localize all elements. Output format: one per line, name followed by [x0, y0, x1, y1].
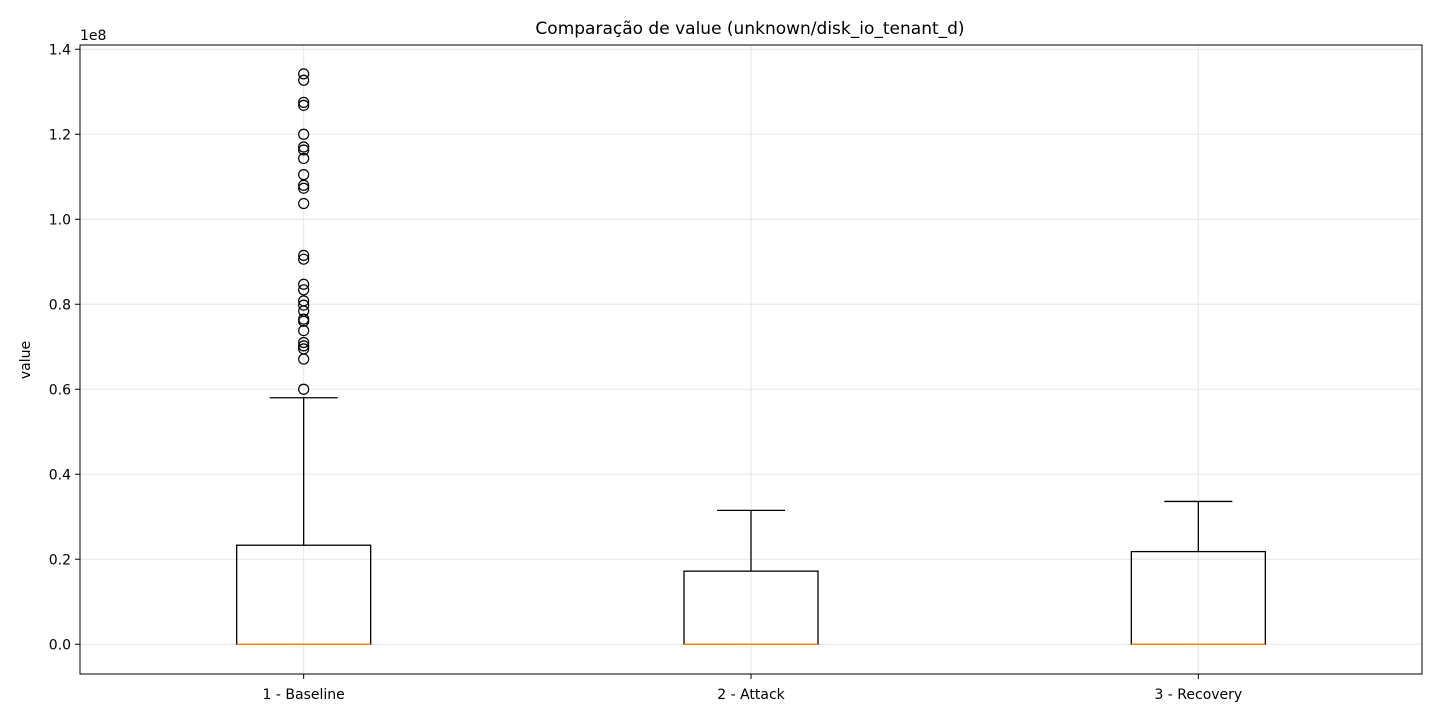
outlier-point — [298, 197, 310, 210]
x-tick-label: 2 - Attack — [717, 687, 785, 703]
y-tick-label: 1.4 — [49, 42, 71, 58]
x-tick-label: 1 - Baseline — [263, 687, 345, 703]
outlier-point — [298, 299, 310, 311]
y-tick-label: 1.0 — [49, 212, 71, 228]
y-tick-label: 0.6 — [49, 382, 71, 398]
outlier-point — [298, 253, 310, 265]
y-tick-label: 0.4 — [49, 467, 71, 483]
outlier-point — [298, 325, 310, 337]
outlier-point — [298, 144, 310, 156]
outlier-point — [298, 336, 310, 349]
outlier-point — [298, 99, 310, 111]
outlier-point — [298, 182, 310, 194]
y-axis-label: value — [18, 341, 34, 379]
outlier-point — [298, 353, 310, 365]
chart-title: Comparação de value (unknown/disk_io_ten… — [535, 19, 964, 39]
box-group — [683, 509, 819, 645]
outlier-point — [298, 74, 310, 86]
outlier-point — [298, 249, 310, 261]
y-tick-label: 1.2 — [49, 127, 71, 143]
outlier-point — [298, 141, 310, 153]
x-tick-label: 3 - Recovery — [1154, 687, 1242, 703]
outlier-point — [298, 96, 310, 108]
outlier-point — [298, 152, 310, 165]
outlier-point — [298, 383, 310, 395]
y-tick-label: 0.8 — [49, 297, 71, 313]
box-group — [1130, 500, 1266, 645]
outlier-point — [298, 68, 310, 80]
outlier-point — [298, 128, 310, 140]
outlier-point — [298, 179, 310, 191]
y-tick-label: 0.2 — [49, 552, 71, 568]
outlier-point — [298, 340, 310, 352]
x-axis: 1 - Baseline 2 - Attack 3 - Recovery — [263, 674, 1242, 703]
outlier-point — [298, 169, 310, 181]
y-axis: 0.0 0.2 0.4 0.6 0.8 1.0 1.2 1.4 — [49, 42, 80, 653]
outlier-point — [298, 315, 310, 327]
y-tick-label: 0.0 — [49, 637, 71, 653]
boxes-layer — [236, 68, 1266, 645]
outlier-point — [298, 284, 310, 296]
box-group — [236, 68, 372, 645]
y-scale-multiplier: 1e8 — [80, 28, 106, 44]
outlier-point — [298, 278, 310, 290]
